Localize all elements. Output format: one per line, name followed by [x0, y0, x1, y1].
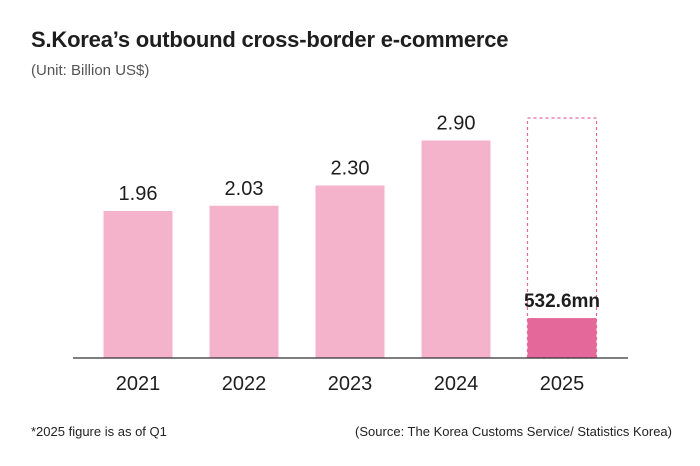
x-tick-label-2022: 2022 [222, 373, 267, 395]
data-label-2023: 2.30 [331, 158, 370, 180]
chart-title: S.Korea’s outbound cross-border e-commer… [31, 27, 509, 52]
data-label-2021: 1.96 [119, 183, 158, 205]
bar-2022 [209, 205, 279, 358]
x-tick-label-2023: 2023 [328, 373, 373, 395]
data-label-2022: 2.03 [225, 178, 264, 200]
bar-2023 [315, 185, 385, 358]
footnote: *2025 figure is as of Q1 [31, 424, 167, 439]
bar-2021 [103, 211, 173, 358]
bar-chart: 1.96 2021 2.03 2022 2.30 2023 2.90 2024 532.6mn 2… [73, 113, 628, 395]
source-note: (Source: The Korea Customs Service/ Stat… [355, 424, 672, 439]
x-tick-label-2021: 2021 [116, 373, 161, 395]
data-label-2025: 532.6mn [524, 291, 600, 312]
chart-subtitle: (Unit: Billion US$) [31, 62, 150, 79]
x-tick-label-2025: 2025 [540, 373, 585, 395]
bar-2024 [421, 140, 491, 358]
bar-2025 [527, 318, 597, 358]
data-label-2024: 2.90 [437, 113, 476, 135]
x-tick-label-2024: 2024 [434, 373, 479, 395]
